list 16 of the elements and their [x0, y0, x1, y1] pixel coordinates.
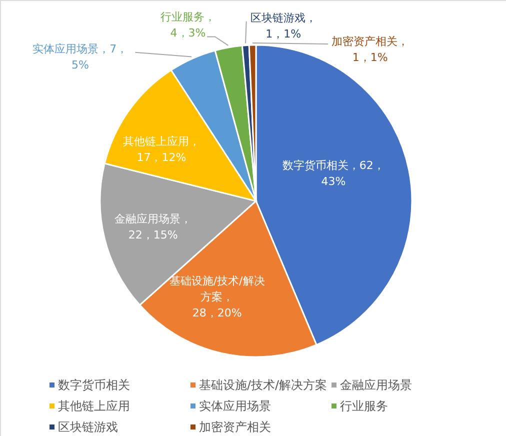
data-label: 其他链上应用，17，12%: [122, 135, 200, 164]
legend-label: 加密资产相关: [199, 420, 271, 434]
data-label: 行业服务，4，3%: [160, 10, 216, 40]
data-label: 实体应用场景，7，5%: [32, 42, 128, 72]
legend-label: 行业服务: [340, 399, 388, 413]
data-label: 基础设施/技术/解决方案，28，20%: [169, 274, 265, 320]
legend-label: 基础设施/技术/解决方案: [199, 378, 328, 392]
legend-label: 数字货币相关: [58, 378, 130, 392]
legend-label: 实体应用场景: [199, 399, 271, 413]
data-label: 数字货币相关，62，43%: [282, 159, 384, 188]
legend-label: 金融应用场景: [340, 378, 412, 392]
data-label: 加密资产相关，1，1%: [332, 35, 409, 64]
data-label: 区块链游戏，1，1%: [250, 11, 316, 40]
legend-label: 区块链游戏: [58, 420, 118, 434]
data-label: 金融应用场景，22，15%: [114, 212, 192, 242]
legend-label: 其他链上应用: [58, 399, 130, 413]
